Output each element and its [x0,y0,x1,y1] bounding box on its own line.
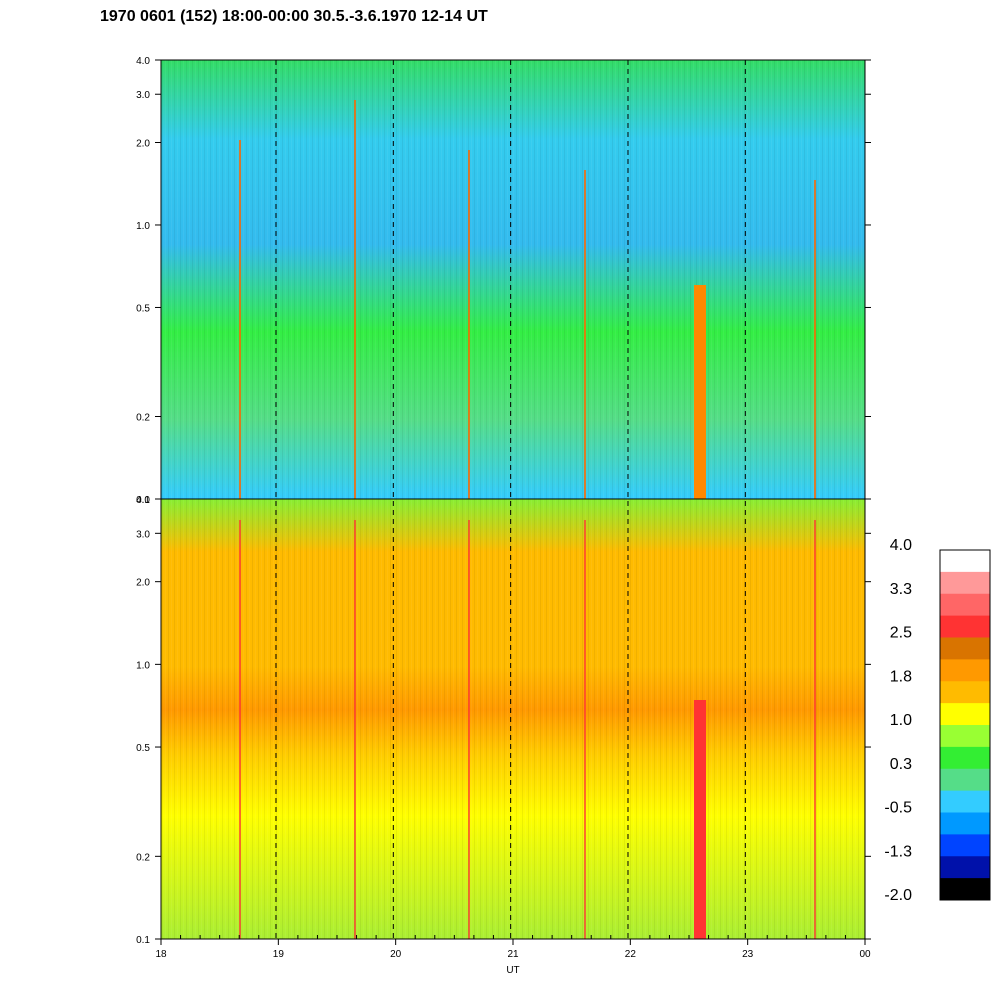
colorbar-swatch [940,571,990,595]
xtick-label: 22 [625,949,637,960]
lower-ytick-label: 2.0 [136,578,150,589]
xtick-label: 19 [273,949,285,960]
upper-streak-2 [354,100,356,499]
colorbar-label: -1.3 [884,843,912,860]
lower-ytick-label: 3.0 [136,529,150,540]
chart-title: 1970 0601 (152) 18:00-00:00 30.5.-3.6.19… [100,8,488,25]
lower-panel: 0.1 0.2 0.5 1.0 2.0 3.0 4.0 [136,495,871,946]
colorbar-swatch [940,790,990,813]
lower-event-streak [694,700,706,939]
colorbar-swatch [940,768,990,792]
colorbar-frame [939,549,991,901]
colorbar: 4.0 3.3 2.5 1.8 1.0 0.3 -0.5 -1.3 -2.0 [884,537,991,904]
lower-ytick-label: 0.5 [136,743,150,754]
xtick-label: 18 [155,949,167,960]
upper-streak-4 [584,170,586,499]
lower-ytick-label: 4.0 [136,495,150,506]
colorbar-label: 0.3 [890,756,912,773]
colorbar-swatch [940,878,990,901]
x-axis: 18 19 20 21 22 23 00 [155,935,871,960]
xtick-label: 23 [742,949,754,960]
colorbar-swatch [940,834,990,857]
lower-streak-3 [468,520,470,939]
x-axis-label: UT [506,965,519,976]
lower-ytick-label: 0.2 [136,852,150,863]
upper-streak-1 [239,140,241,499]
colorbar-label: 1.8 [890,668,912,685]
lower-streak-5 [814,520,816,939]
lower-streak-1 [239,520,241,939]
lower-ytick-label: 0.1 [136,935,150,946]
upper-ytick-label: 4.0 [136,56,150,67]
colorbar-swatch [940,681,990,704]
colorbar-swatch [940,637,990,660]
time-gridlines [275,60,746,939]
colorbar-swatch [940,615,990,638]
lower-streak-2 [354,520,356,939]
lower-panel-texture [161,499,865,939]
xtick-label: 21 [507,949,519,960]
upper-ytick-label: 0.1 [136,495,150,506]
colorbar-swatch [940,746,990,770]
upper-panel: 0.1 0.2 0.5 1.0 2.0 3.0 4.0 [136,56,871,506]
colorbar-swatch [940,725,990,748]
colorbar-label: -0.5 [884,800,912,817]
colorbar-label: 2.5 [890,625,912,642]
upper-ytick-label: 1.0 [136,221,150,232]
upper-ytick-label: 3.0 [136,90,150,101]
colorbar-swatch [940,550,990,573]
lower-streak-4 [584,520,586,939]
upper-panel-texture [161,60,865,499]
lower-ytick-label: 1.0 [136,660,150,671]
xtick-label: 00 [859,949,871,960]
colorbar-swatch [940,593,990,617]
upper-ytick-label: 0.5 [136,303,150,314]
upper-streak-5 [814,180,816,499]
upper-ytick-label: 2.0 [136,138,150,149]
colorbar-label: 3.3 [890,581,912,598]
xtick-label: 20 [390,949,402,960]
colorbar-swatch [940,659,990,682]
upper-event-streak [694,285,706,499]
colorbar-swatch [940,812,990,835]
upper-ytick-label: 0.2 [136,413,150,424]
colorbar-label: 4.0 [890,537,912,554]
colorbar-label: 1.0 [890,712,912,729]
colorbar-label: -2.0 [884,887,912,904]
upper-streak-3 [468,150,470,499]
colorbar-swatch [940,856,990,879]
colorbar-swatch [940,703,990,726]
